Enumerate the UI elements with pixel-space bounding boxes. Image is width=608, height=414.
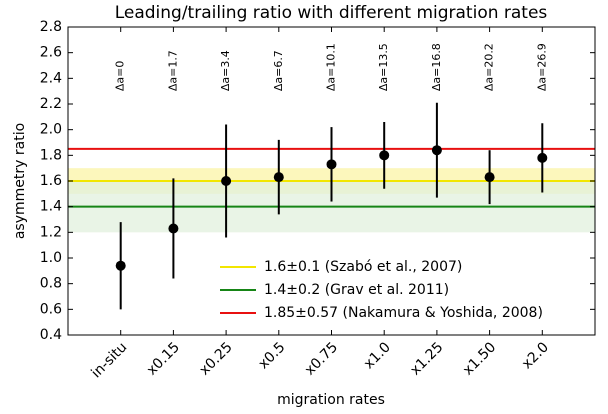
point [115,260,126,271]
x-tick-label: x1.50 [460,339,499,378]
y-tick-label: 2.6 [40,45,62,61]
point [431,145,442,156]
point [537,152,548,163]
x-tick-label: x1.0 [361,339,394,372]
legend-label: 1.6±0.1 (Szabó et al., 2007) [264,259,462,275]
point [168,223,179,234]
y-tick-label: 1.8 [40,147,62,163]
x-tick-label: x1.25 [407,339,446,378]
annotation: Δa=6.7 [272,50,285,91]
x-tick-label: x0.75 [302,339,341,378]
x-axis-label: migration rates [277,392,385,408]
annotation: Δa=0 [114,61,127,91]
plot-frame [67,26,596,336]
y-tick-label: 2.8 [40,19,62,35]
point [379,150,390,161]
x-tick-label: x0.25 [197,339,236,378]
x-tick-label: in-situ [88,339,130,381]
y-tick-label: 1.0 [40,250,62,266]
point [273,172,284,183]
y-tick-label: 1.4 [40,199,62,215]
y-tick-label: 2.4 [40,70,62,86]
annotation: Δa=10.1 [325,43,338,91]
x-tick-label: x2.0 [519,339,552,372]
y-tick-label: 2.2 [40,96,62,112]
x-tick-label: x0.15 [144,339,183,378]
annotation: Δa=16.8 [430,43,443,91]
y-tick-label: 0.4 [40,327,62,343]
y-tick-label: 2.0 [40,122,62,138]
y-axis-label: asymmetry ratio [12,123,28,239]
x-tick-label: x0.5 [256,339,289,372]
legend-label: 1.4±0.2 (Grav et al. 2011) [264,282,449,298]
chart-title: Leading/trailing ratio with different mi… [115,3,548,23]
point [484,172,495,183]
point [326,159,337,170]
y-tick-label: 1.2 [40,224,62,240]
y-tick-label: 0.6 [40,301,62,317]
point [221,176,232,186]
legend-label: 1.85±0.57 (Nakamura & Yoshida, 2008) [264,305,543,321]
y-tick-label: 1.6 [40,173,62,189]
annotation: Δa=3.4 [219,50,232,91]
annotation: Δa=13.5 [377,43,390,91]
annotation: Δa=20.2 [483,43,496,91]
annotation: Δa=26.9 [535,43,548,91]
annotation: Δa=1.7 [166,50,179,91]
y-tick-label: 0.8 [40,276,62,292]
